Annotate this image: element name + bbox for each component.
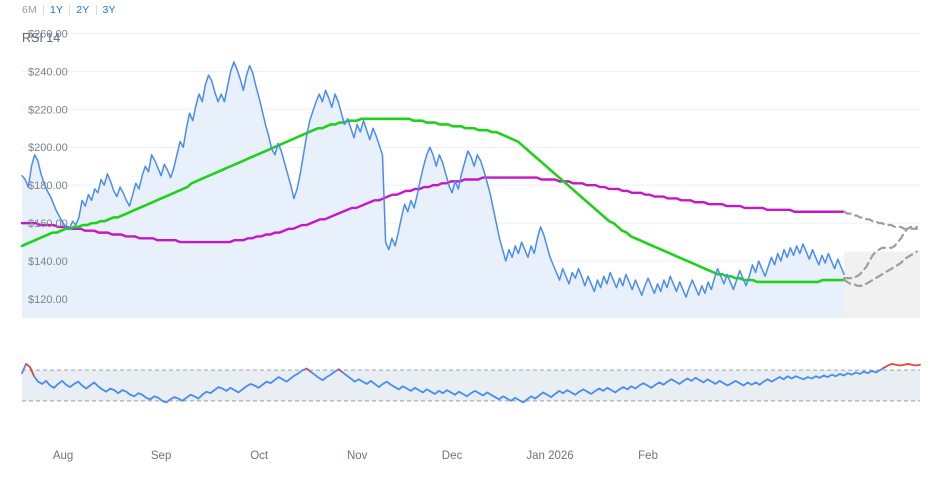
price-area-fill: [22, 61, 845, 318]
price-panel: $260.00 $240.00 $220.00 $200.00 $180.00 $160.…: [20, 28, 920, 318]
chart-area: $260.00 $240.00 $220.00 $200.00 $180.00 $160.…: [0, 18, 930, 477]
rsi-segment: [309, 368, 340, 382]
rsi-panel: RSI 14: [21, 31, 921, 404]
rsi-segment: [33, 367, 308, 404]
y-axis-tick-label: $200.00: [28, 142, 68, 154]
x-axis-labels: Aug Sep Oct Nov Dec Jan 2026 Feb: [53, 450, 658, 462]
range-separator: [69, 5, 71, 15]
range-option-2y[interactable]: 2Y: [76, 4, 90, 16]
rsi-neutral-band: [22, 370, 920, 401]
x-axis-tick-label: Dec: [442, 450, 463, 462]
y-axis-tick-label: $160.00: [28, 218, 68, 230]
forecast-ma-slow-line: [843, 210, 918, 230]
price-line: [21, 61, 845, 298]
x-axis-tick-label: Nov: [347, 450, 368, 462]
rsi-line-group: [21, 363, 921, 404]
ma-slow-line: [20, 176, 846, 244]
range-selector[interactable]: 6M 1Y 2Y 3Y: [16, 2, 122, 18]
chart-canvas[interactable]: $260.00 $240.00 $220.00 $200.00 $180.00 $160.…: [0, 18, 930, 477]
x-axis-tick-label: Aug: [53, 450, 73, 462]
y-axis-tick-label: $220.00: [28, 104, 68, 116]
y-axis-tick-label: $140.00: [28, 256, 68, 268]
range-option-1y[interactable]: 1Y: [50, 4, 64, 16]
forecast-lower-line: [843, 250, 918, 287]
range-separator: [95, 5, 97, 15]
y-axis-tick-label: $180.00: [28, 180, 68, 192]
x-axis-tick-label: Sep: [151, 450, 171, 462]
y-axis-tick-label: $120.00: [28, 294, 68, 306]
x-axis-tick-label: Feb: [638, 450, 658, 462]
rsi-segment: [341, 366, 885, 404]
rsi-title-label: RSI 14: [22, 31, 60, 45]
forecast-upper-line: [843, 225, 918, 280]
ma-fast-line: [20, 117, 846, 284]
y-axis-tick-label: $260.00: [28, 28, 68, 40]
range-option-3y[interactable]: 3Y: [102, 4, 116, 16]
y-axis-tick-label: $240.00: [28, 66, 68, 78]
range-separator: [43, 5, 44, 15]
rsi-segment: [21, 363, 27, 375]
x-axis-tick-label: Jan 2026: [526, 450, 573, 462]
rsi-overbought-segment: [25, 363, 35, 378]
x-axis-tick-label: Oct: [250, 450, 269, 462]
price-y-axis-labels: $260.00 $240.00 $220.00 $200.00 $180.00 $160.…: [28, 28, 68, 306]
rsi-overbought-segment: [883, 363, 921, 369]
range-option-6m[interactable]: 6M: [22, 4, 37, 16]
